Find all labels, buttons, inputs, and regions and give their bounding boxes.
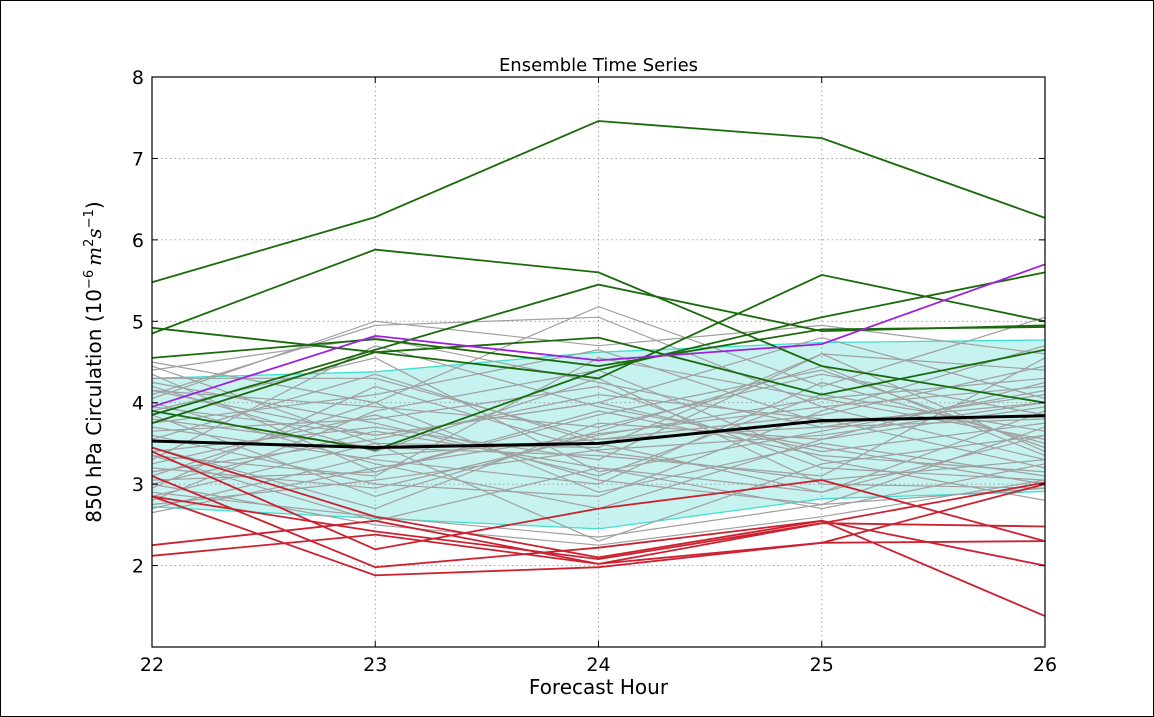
ensemble-mean-line (151, 414, 1046, 450)
green-member-line (151, 283, 1046, 416)
green-member-line (151, 271, 1046, 451)
gray-member-line (151, 385, 1046, 481)
green-member-line (151, 326, 1046, 396)
gray-member-line (151, 406, 1046, 510)
y-axis-label-unit-s: s (82, 228, 106, 238)
y-axis-label-main: 850 hPa Circulation ( (82, 314, 106, 522)
y-axis-label-exponent: −6 (82, 270, 97, 289)
gray-member-line (151, 349, 1046, 424)
gray-member-line (152, 365, 1046, 441)
gray-member-line (151, 385, 1046, 514)
gray-member-line (151, 320, 1046, 400)
gray-member-line (151, 381, 1046, 477)
x-tick-label: 22 (140, 654, 164, 676)
y-tick-label: 6 (132, 230, 144, 252)
red-member-line (151, 481, 1046, 565)
gray-member-line (151, 414, 1046, 506)
red-member-line (151, 450, 1046, 551)
y-tick-label: 5 (132, 311, 144, 333)
y-tick-label: 8 (132, 67, 144, 89)
x-tick-label: 23 (363, 654, 387, 676)
green-member-line (151, 273, 1046, 424)
y-tick-label: 7 (132, 148, 144, 170)
gray-member-line (151, 336, 1046, 436)
gray-member-line (151, 377, 1046, 489)
purple-member-line (151, 263, 1046, 408)
y-tick-label: 2 (132, 556, 144, 578)
y-axis-label: 850 hPa Circulation (10−6 m2s−1) (82, 201, 106, 522)
gray-member-line (151, 373, 1046, 473)
y-tick-label: 3 (132, 474, 144, 496)
red-member-line (151, 495, 1046, 577)
x-tick-label: 24 (586, 654, 610, 676)
gray-member-line (151, 373, 1046, 428)
gray-member-line (151, 345, 1046, 485)
spread-band-lower (151, 490, 1046, 530)
green-member-line (151, 248, 1046, 404)
x-tick-label: 26 (1033, 654, 1057, 676)
x-axis-label: Forecast Hour (529, 675, 669, 699)
y-axis-label-close: ) (82, 201, 106, 209)
y-axis-label-base: 10 (82, 289, 106, 314)
gray-member-line (151, 381, 1046, 485)
gray-member-line (151, 393, 1046, 473)
chart-title: Ensemble Time Series (499, 55, 698, 76)
gray-member-line (151, 357, 1046, 477)
gray-member-line (151, 345, 1046, 498)
gray-member-line (151, 402, 1046, 493)
y-axis-label-unit-s-power: −1 (82, 209, 97, 228)
x-tick-label: 25 (810, 654, 834, 676)
gray-member-line (151, 455, 1046, 522)
y-tick-label: 4 (132, 393, 144, 415)
gray-member-line (151, 353, 1046, 461)
green-member-line (151, 120, 1046, 284)
red-member-line (151, 446, 1046, 567)
y-axis-label-unit-m-power: 2 (82, 239, 97, 247)
spread-band (152, 340, 1045, 529)
y-axis-label-unit-m: m (82, 247, 106, 266)
gray-member-line (151, 487, 1046, 538)
gray-member-line (151, 479, 1046, 546)
gray-member-line (151, 305, 1046, 404)
red-member-line (151, 495, 1046, 561)
red-member-line (151, 475, 1046, 617)
gray-member-line (151, 353, 1046, 453)
gray-member-line (151, 336, 1046, 428)
series-layer (151, 120, 1046, 617)
gray-member-line (151, 365, 1046, 498)
